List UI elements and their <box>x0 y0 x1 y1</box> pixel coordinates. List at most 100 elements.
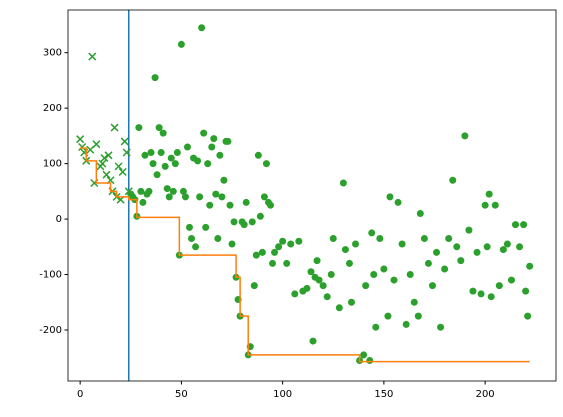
dot-marker <box>499 246 507 254</box>
x-tick-label: 0 <box>77 389 83 400</box>
dot-marker <box>307 268 315 276</box>
dot-marker <box>252 251 260 259</box>
x-marker <box>120 137 129 146</box>
x-marker <box>110 123 119 132</box>
y-tick-label: 0 <box>56 214 62 225</box>
dot-marker <box>171 160 179 168</box>
dot-marker <box>319 282 327 290</box>
dot-marker <box>315 276 323 284</box>
dot-marker <box>487 293 495 301</box>
x-marker <box>88 52 97 61</box>
y-tick-label: 100 <box>43 159 62 170</box>
dot-marker <box>240 221 248 229</box>
dot-marker <box>157 149 165 157</box>
dot-marker <box>512 221 520 229</box>
dot-marker <box>465 226 473 234</box>
dot-marker <box>179 187 187 195</box>
dot-marker <box>169 187 177 195</box>
dot-marker <box>335 304 343 312</box>
dot-marker <box>204 160 212 168</box>
dot-marker <box>339 179 347 187</box>
dot-marker <box>269 259 277 267</box>
x-marker <box>104 151 113 160</box>
axes-frame <box>67 9 557 382</box>
dot-marker <box>406 271 414 279</box>
dot-marker <box>376 234 384 242</box>
dot-marker <box>309 337 317 345</box>
dot-marker <box>135 124 143 132</box>
dot-marker <box>287 240 295 248</box>
dot-marker <box>327 271 335 279</box>
dot-marker <box>485 190 493 198</box>
dot-marker <box>177 40 185 48</box>
dot-marker <box>260 193 268 201</box>
dot-marker <box>155 124 163 132</box>
dot-marker <box>149 160 157 168</box>
x-marker <box>118 167 127 176</box>
dot-marker <box>390 276 398 284</box>
dot-marker <box>291 290 299 298</box>
dot-marker <box>266 201 274 209</box>
dot-marker <box>414 312 422 320</box>
dot-marker <box>250 282 258 290</box>
dot-marker <box>185 223 193 231</box>
y-tick-label: 300 <box>43 48 62 59</box>
dot-marker <box>181 193 189 201</box>
dot-marker <box>473 248 481 256</box>
y-tick-label: -100 <box>39 270 62 281</box>
dot-marker <box>424 259 432 267</box>
dot-marker <box>394 198 402 206</box>
dot-marker <box>202 223 210 231</box>
dot-marker <box>196 193 204 201</box>
dot-marker <box>360 351 368 359</box>
dot-marker <box>153 171 161 179</box>
dot-marker <box>402 320 410 328</box>
dot-marker <box>520 221 528 229</box>
dot-marker <box>159 129 167 137</box>
dot-marker <box>147 149 155 157</box>
dot-marker <box>437 323 445 331</box>
dot-marker <box>461 132 469 140</box>
x-marker <box>100 154 109 163</box>
dot-marker <box>368 229 376 237</box>
dot-marker <box>256 212 264 220</box>
dot-marker <box>173 149 181 157</box>
dot-marker <box>341 246 349 254</box>
dot-marker <box>183 143 191 151</box>
dot-marker <box>526 262 534 270</box>
dot-marker <box>228 240 236 248</box>
x-marker <box>114 162 123 171</box>
dot-marker <box>139 198 147 206</box>
dot-marker <box>380 265 388 273</box>
dot-marker <box>210 135 218 143</box>
dot-marker <box>433 248 441 256</box>
dot-marker <box>165 193 173 201</box>
dot-marker <box>477 290 485 298</box>
x-marker <box>76 135 85 144</box>
dot-marker <box>524 312 532 320</box>
dot-marker <box>151 74 159 82</box>
x-tick-label: 200 <box>476 389 495 400</box>
dot-marker <box>271 248 279 256</box>
dot-marker <box>516 243 524 251</box>
dot-marker <box>352 240 360 248</box>
dot-marker <box>275 243 283 251</box>
dot-marker <box>167 154 175 162</box>
x-tick-label: 150 <box>374 389 393 400</box>
x-marker <box>102 170 111 179</box>
dot-marker <box>384 312 392 320</box>
dot-marker <box>163 185 171 193</box>
dot-marker <box>212 190 220 198</box>
dot-marker <box>522 287 530 295</box>
dot-marker <box>279 237 287 245</box>
dot-marker <box>198 24 206 32</box>
dot-marker <box>481 201 489 209</box>
dot-marker <box>145 187 153 195</box>
dot-marker <box>372 323 380 331</box>
dot-marker <box>161 162 169 170</box>
dot-marker <box>188 234 196 242</box>
dot-marker <box>428 282 436 290</box>
dot-marker <box>441 265 449 273</box>
dot-marker <box>329 234 337 242</box>
dot-marker <box>347 298 355 306</box>
